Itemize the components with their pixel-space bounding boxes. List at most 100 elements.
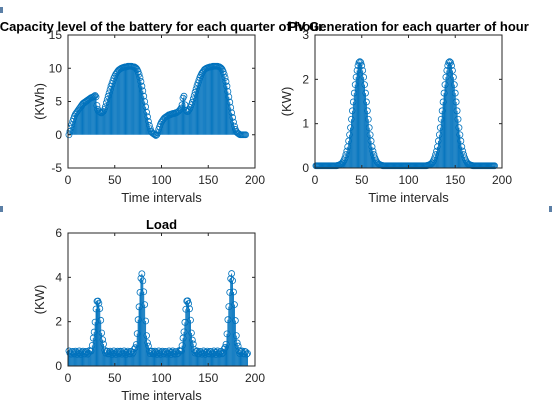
data-point-marker <box>227 275 235 283</box>
data-point-marker <box>106 86 114 93</box>
data-point-marker <box>140 288 148 296</box>
data-point-marker <box>181 318 189 326</box>
data-point-marker <box>98 329 106 337</box>
data-point-marker <box>144 339 151 347</box>
data-point-marker <box>450 81 458 89</box>
data-point-marker <box>154 129 162 137</box>
data-point-marker <box>185 300 193 307</box>
y-tick-label: 6 <box>55 226 62 240</box>
data-point-marker <box>221 343 229 351</box>
data-point-marker <box>442 73 450 81</box>
x-tick-label: 50 <box>108 173 122 187</box>
x-tick-label: 150 <box>445 173 465 187</box>
data-point-marker <box>143 108 150 116</box>
data-point-marker <box>68 121 76 129</box>
load-y-axis-label: (KW) <box>32 285 47 315</box>
data-point-marker <box>437 115 445 123</box>
x-tick-label: 50 <box>108 371 122 385</box>
data-point-marker <box>431 154 439 162</box>
data-point-marker <box>369 147 377 155</box>
data-point-marker <box>438 107 446 115</box>
data-point-marker <box>346 131 353 139</box>
data-point-marker <box>453 107 461 115</box>
data-point-marker <box>439 98 447 106</box>
data-point-marker <box>93 102 101 109</box>
data-point-marker <box>231 301 238 308</box>
load-x-axis-label: Time intervals <box>121 388 202 403</box>
data-point-marker <box>449 73 457 81</box>
pv-generation-chart: 0 50 100 150 200 0 1 2 3 PV Generation for each … <box>279 19 529 205</box>
data-point-marker <box>363 107 371 115</box>
data-point-marker <box>228 270 236 277</box>
data-point-marker <box>65 131 73 139</box>
pv-plot-area: 0 50 100 150 200 0 1 2 3 <box>302 28 512 187</box>
data-point-marker <box>455 124 463 132</box>
data-point-marker <box>136 74 144 81</box>
y-tick-label: 0 <box>302 161 309 175</box>
data-point-marker <box>140 92 148 100</box>
data-point-marker <box>359 67 367 74</box>
data-point-marker <box>432 151 440 159</box>
data-point-marker <box>361 81 368 89</box>
data-point-marker <box>451 89 459 97</box>
data-point-marker <box>90 328 98 336</box>
window-edge-marker <box>549 206 552 212</box>
data-point-marker <box>137 78 145 85</box>
data-point-marker <box>441 81 449 89</box>
data-point-marker <box>95 299 103 307</box>
data-point-marker <box>459 147 467 155</box>
data-point-marker <box>449 67 456 74</box>
axes-background <box>315 35 502 168</box>
data-point-marker <box>227 104 235 111</box>
data-point-marker <box>364 115 372 123</box>
data-point-marker <box>141 301 149 308</box>
data-point-marker <box>220 70 228 78</box>
data-point-marker <box>365 124 373 132</box>
data-point-marker <box>180 328 188 336</box>
data-point-marker <box>178 342 186 350</box>
data-point-marker <box>181 101 189 109</box>
data-point-marker <box>350 89 358 97</box>
data-point-marker <box>357 59 365 66</box>
y-tick-label: -5 <box>51 161 62 175</box>
data-point-marker <box>91 92 99 99</box>
data-point-marker <box>218 350 226 358</box>
data-point-marker <box>226 98 234 106</box>
data-point-marker <box>177 104 185 112</box>
data-point-marker <box>132 341 140 348</box>
data-point-marker <box>228 109 236 117</box>
data-point-marker <box>348 107 356 115</box>
x-tick-label: 200 <box>245 173 265 187</box>
data-point-marker <box>130 349 137 356</box>
data-point-marker <box>182 305 190 313</box>
pv-chart-title: PV Generation for each quarter of hour <box>288 19 529 34</box>
data-point-marker <box>220 345 228 353</box>
x-tick-label: 0 <box>65 371 72 385</box>
data-point-marker <box>188 336 196 344</box>
data-point-marker <box>105 89 113 97</box>
y-tick-label: 0 <box>55 359 62 373</box>
data-point-marker <box>223 330 231 338</box>
data-point-marker <box>349 98 357 106</box>
x-tick-label: 0 <box>312 173 319 187</box>
data-point-marker <box>436 124 444 132</box>
data-point-marker <box>192 85 200 93</box>
x-tick-label: 150 <box>198 371 218 385</box>
data-point-marker <box>178 101 186 109</box>
y-tick-label: 10 <box>49 61 63 75</box>
data-point-marker <box>351 81 359 89</box>
data-point-marker <box>454 115 462 123</box>
x-tick-label: 200 <box>492 173 512 187</box>
data-point-marker <box>452 98 460 106</box>
data-point-marker <box>341 154 349 162</box>
data-point-marker <box>133 330 141 338</box>
data-point-marker <box>231 317 239 324</box>
data-point-marker <box>222 340 230 348</box>
data-point-marker <box>97 316 105 324</box>
y-tick-label: 4 <box>55 270 62 284</box>
data-point-marker <box>229 277 236 285</box>
data-point-marker <box>139 87 147 95</box>
data-point-marker <box>99 336 106 344</box>
